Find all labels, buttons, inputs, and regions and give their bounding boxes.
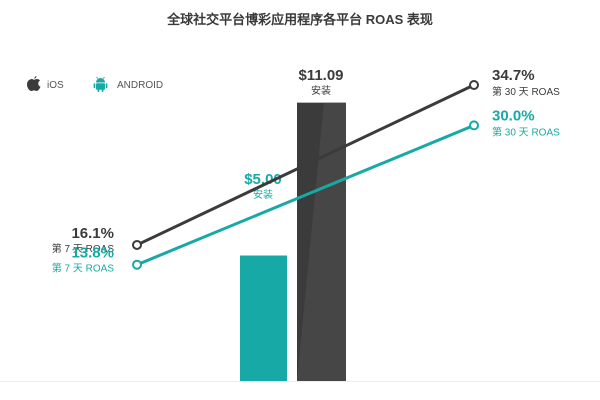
chart-title: 全球社交平台博彩应用程序各平台 ROAS 表现 (166, 12, 433, 27)
bar-sub-label-android: 安装 (253, 188, 273, 201)
bar-android (240, 255, 287, 381)
android-icon (93, 76, 108, 92)
legend-label-android: ANDROID (117, 80, 163, 91)
lines-layer (132, 79, 479, 270)
label-ios-day30-value: 34.7% (492, 67, 535, 84)
legend-item-android: ANDROID (93, 76, 163, 92)
point-ios-day7 (132, 239, 142, 250)
point-android-day7 (132, 259, 142, 270)
bar-value-label-android: $5.00 (244, 171, 282, 188)
apple-icon (27, 76, 41, 91)
label-android-day30-caption: 第 30 天 ROAS (492, 125, 560, 138)
bar-sub-label-ios: 安装 (311, 84, 331, 97)
bar-value-label-ios: $11.09 (298, 67, 343, 84)
label-ios-day7-value: 16.1% (71, 225, 114, 242)
label-android-day7-value: 13.8% (71, 245, 114, 262)
line-android (135, 123, 476, 267)
point-ios-day30 (469, 79, 479, 90)
label-android-day7-caption: 第 7 天 ROAS (52, 262, 115, 275)
label-ios-day7-caption: 第 7 天 ROAS (52, 242, 115, 255)
legend-item-ios: iOS (27, 76, 64, 91)
line-ios (135, 83, 476, 247)
label-ios-day30-caption: 第 30 天 ROAS (492, 85, 560, 98)
label-android-day30-value: 30.0% (492, 107, 535, 124)
legend-label-ios: iOS (47, 80, 64, 91)
point-android-day30 (469, 120, 479, 131)
bar-ios-shading (297, 102, 346, 382)
